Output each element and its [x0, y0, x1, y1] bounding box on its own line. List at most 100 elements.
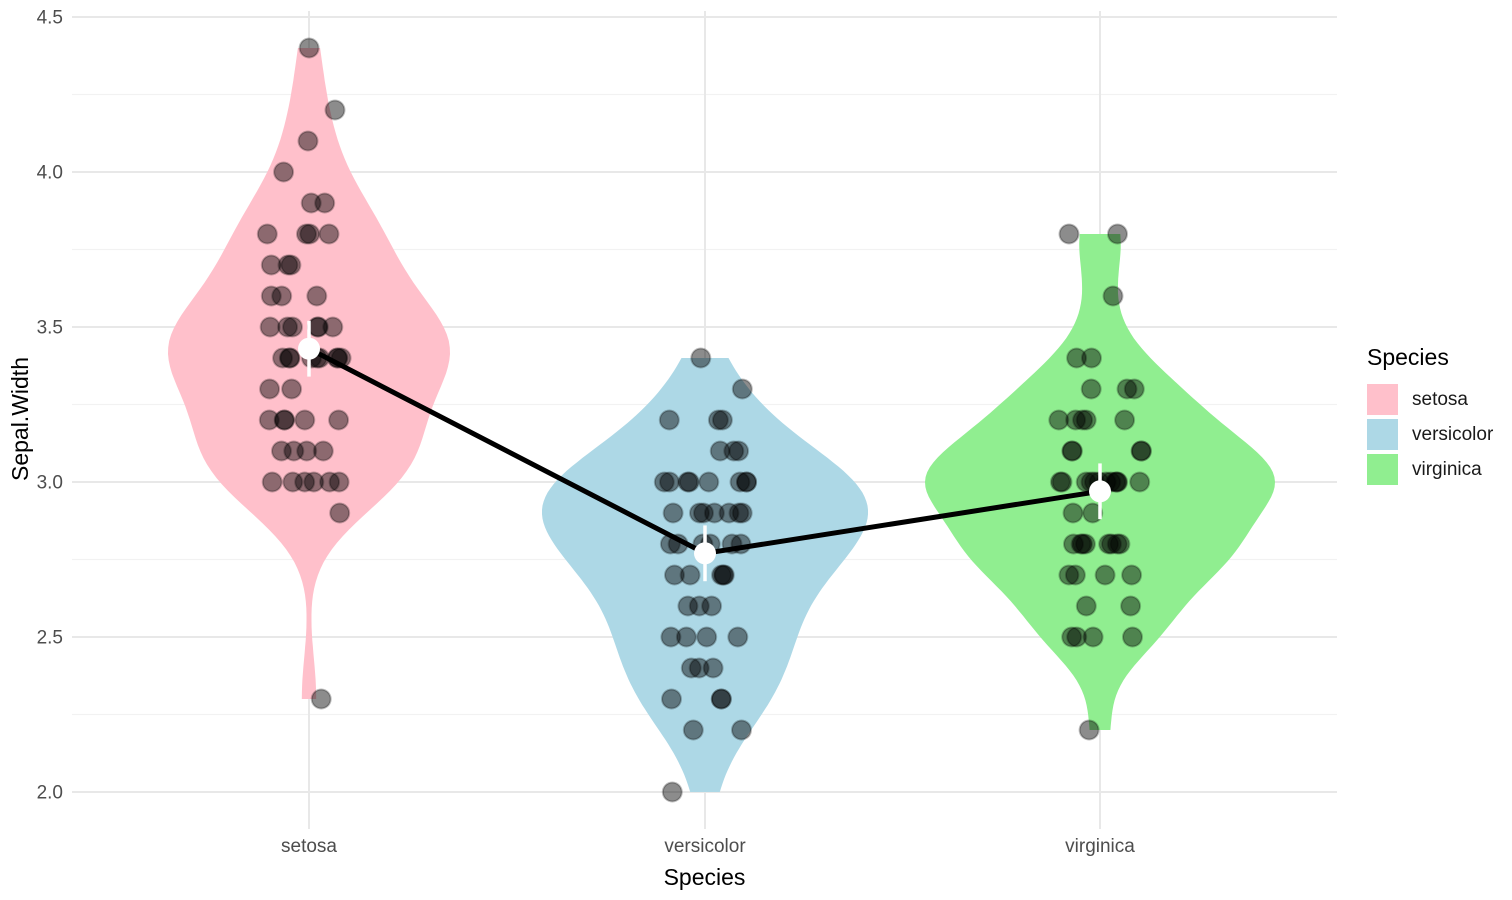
jitter-point — [1122, 626, 1143, 648]
jitter-point — [1121, 564, 1143, 586]
jitter-point — [1107, 471, 1129, 493]
jitter-point — [328, 471, 350, 493]
jitter-point — [258, 409, 280, 431]
jitter-point — [1072, 533, 1093, 555]
jitter-point — [682, 719, 704, 741]
jitter-point — [282, 471, 304, 493]
jitter-point — [1058, 223, 1080, 245]
jitter-point — [319, 471, 341, 493]
jitter-point — [273, 161, 295, 183]
jitter-point — [1116, 378, 1138, 400]
jitter-point — [731, 502, 753, 524]
jitter-point — [1131, 440, 1152, 462]
jitter-point — [283, 440, 305, 462]
jitter-point — [658, 409, 680, 431]
jitter-point — [662, 502, 684, 524]
jitter-point — [729, 471, 751, 493]
jitter-point — [688, 595, 710, 617]
jitter-point — [296, 223, 317, 245]
jitter-point — [277, 254, 299, 276]
jitter-point — [1094, 564, 1116, 586]
jitter-point — [272, 347, 294, 369]
mean-point-virginica — [1089, 480, 1111, 503]
legend-item-versicolor: versicolor — [1367, 419, 1507, 450]
jitter-point — [296, 440, 318, 462]
jitter-point — [1106, 471, 1128, 493]
jitter-point — [1061, 440, 1083, 462]
y-tick-label: 3.0 — [37, 473, 63, 494]
jitter-point — [660, 626, 682, 648]
jitter-point — [1082, 502, 1104, 524]
jitter-point — [727, 626, 749, 648]
y-tick-label: 2.0 — [37, 783, 63, 804]
legend-title: Species — [1367, 344, 1449, 370]
jitter-point — [273, 409, 295, 431]
jitter-point — [310, 688, 332, 710]
jitter-point — [1061, 440, 1083, 462]
jitter-point — [300, 192, 322, 214]
jitter-point — [680, 657, 702, 679]
jitter-point — [312, 440, 334, 462]
jitter-point — [659, 471, 680, 493]
jitter-point — [1063, 533, 1084, 555]
jitter-point — [1064, 564, 1086, 586]
jitter-point — [1051, 471, 1073, 493]
jitter-point — [712, 564, 734, 586]
legend-label-setosa: setosa — [1412, 388, 1468, 410]
x-tick-label: virginica — [1065, 836, 1135, 857]
jitter-point — [1078, 719, 1100, 741]
jitter-point — [1066, 626, 1088, 648]
jitter-point — [259, 378, 281, 400]
jitter-point — [1081, 347, 1102, 369]
jitter-point — [282, 316, 303, 338]
jitter-point — [1129, 471, 1151, 493]
jitter-point — [703, 502, 725, 524]
jitter-point — [677, 471, 699, 493]
jitter-point — [294, 471, 316, 493]
jitter-point — [688, 657, 710, 679]
jitter-point — [661, 781, 683, 803]
jitter-point — [1075, 409, 1097, 431]
jitter-point — [1072, 409, 1094, 431]
jitter-point — [274, 409, 296, 431]
legend-key-setosa-swatch — [1367, 384, 1398, 415]
jitter-point — [1061, 626, 1083, 648]
jitter-point — [1120, 595, 1142, 617]
y-tick-label: 4.0 — [37, 163, 63, 184]
jitter-point — [328, 409, 350, 431]
jitter-point — [281, 378, 303, 400]
jitter-point — [711, 409, 733, 431]
jitter-point — [298, 37, 320, 59]
jitter-point — [1100, 533, 1122, 555]
jitter-point — [297, 130, 319, 152]
jitter-point — [299, 223, 321, 245]
jitter-point — [731, 719, 752, 741]
jitter-point — [259, 316, 281, 338]
jitter-point — [664, 564, 685, 586]
jitter-point — [1105, 471, 1127, 493]
jitter-point — [728, 440, 750, 462]
legend-label-versicolor: versicolor — [1412, 423, 1494, 445]
jitter-point — [271, 285, 293, 307]
jitter-point — [1049, 471, 1071, 493]
jitter-point — [1062, 502, 1084, 524]
jitter-point — [1106, 533, 1128, 555]
jitter-point — [303, 471, 325, 493]
jitter-point — [661, 688, 682, 710]
jitter-point — [677, 595, 699, 617]
jitter-point — [1070, 533, 1092, 555]
jitter-point — [736, 471, 758, 493]
jitter-point — [260, 254, 282, 276]
jitter-point — [277, 316, 299, 338]
jitter-point — [1102, 285, 1124, 307]
jitter-point — [711, 564, 732, 586]
x-tick-label: setosa — [281, 836, 337, 857]
y-tick-label: 3.5 — [37, 318, 63, 339]
jitter-point — [710, 688, 732, 710]
jitter-point — [679, 564, 701, 586]
jitter-point — [702, 657, 724, 679]
jitter-point — [279, 347, 301, 369]
jitter-point — [707, 409, 729, 431]
jitter-point — [318, 223, 340, 245]
jitter-point — [1107, 223, 1128, 245]
